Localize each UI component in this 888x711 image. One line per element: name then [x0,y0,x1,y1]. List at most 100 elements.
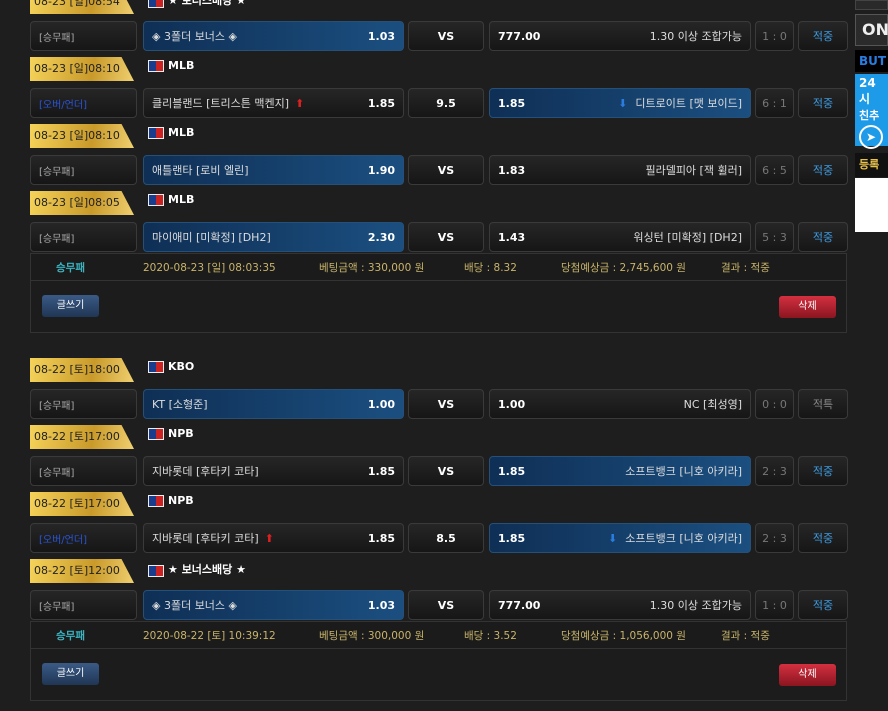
league-flag-icon [148,361,164,373]
home-odds: 1.85 [367,531,395,545]
side-banner[interactable]: BUT [855,50,888,72]
match-date: 08-23 [일]08:10 [30,57,134,81]
home-team-button[interactable]: 애틀랜타 [로비 엘린] 1.90 [143,155,404,185]
bet-type: [오버/언더] [30,88,137,118]
home-team-name: 애틀랜타 [로비 엘린] [152,162,249,178]
handicap-value[interactable]: VS [408,389,484,419]
result-badge: 적중 [798,88,848,118]
league-name: NPB [168,427,194,440]
delete-button[interactable]: 삭제 [779,296,836,318]
away-team-button[interactable]: 777.00 1.30 이상 조합가능 [489,590,751,620]
handicap-value[interactable]: VS [408,590,484,620]
league-name: MLB [168,126,195,139]
away-team-name: 필라델피아 [잭 휠러] [645,162,742,178]
side-logo[interactable]: ON [855,14,888,46]
home-team-button[interactable]: 지바롯데 [후타키 코타] 1.85 [143,456,404,486]
away-odds: 1.83 [498,163,526,177]
write-button[interactable]: 글쓰기 [42,663,99,685]
away-odds: 1.00 [498,397,526,411]
home-team-name: 지바롯데 [후타키 코타] ⬆ [152,530,274,546]
result-badge: 적중 [798,523,848,553]
result-badge: 적특 [798,389,848,419]
league-name: MLB [168,59,195,72]
bet-type: [승무패] [30,456,137,486]
home-odds: 2.30 [367,230,395,244]
summary-type: 승무패 [56,261,85,274]
match-score: 1 : 0 [755,590,794,620]
home-team-button[interactable]: KT [소형준] 1.00 [143,389,404,419]
away-team-button[interactable]: 1.85 ⬇ 디트로이트 [맷 보이드] [489,88,751,118]
handicap-value[interactable]: 8.5 [408,523,484,553]
away-odds: 1.85 [498,531,526,545]
away-team-name: 워싱턴 [미확정] [DH2] [633,229,742,245]
away-team-text: 소프트뱅크 [니호 아키라] [625,532,742,545]
home-team-name: 지바롯데 [후타키 코타] [152,463,259,479]
bet-type: [오버/언더] [30,523,137,553]
league-label: MLB [148,126,194,139]
home-odds: 1.90 [367,163,395,177]
home-team-name: KT [소형준] [152,396,208,412]
league-label: KBO [148,360,194,373]
away-team-text: 워싱턴 [미확정] [DH2] [633,231,742,244]
league-name: KBO [168,360,195,373]
bet-type: [승무패] [30,590,137,620]
away-team-button[interactable]: 777.00 1.30 이상 조합가능 [489,21,751,51]
away-team-button[interactable]: 1.43 워싱턴 [미확정] [DH2] [489,222,751,252]
away-team-button[interactable]: 1.00 NC [최성영] [489,389,751,419]
home-team-text: 지바롯데 [후타키 코타] [152,532,259,545]
home-team-text: 지바롯데 [후타키 코타] [152,465,259,478]
delete-button[interactable]: 삭제 [779,664,836,686]
home-team-name: ◈ 3폴더 보너스 ◈ [152,28,237,44]
handicap-value[interactable]: VS [408,456,484,486]
league-label: NPB [148,427,194,440]
promo-line2: 친추 [859,109,880,122]
handicap-value[interactable]: VS [408,155,484,185]
match-score: 2 : 3 [755,456,794,486]
league-flag-icon [148,565,164,577]
match-score: 6 : 1 [755,88,794,118]
summary-type: 승무패 [56,629,85,642]
summary-expected: 당첨예상금 : 2,745,600 원 [561,261,686,274]
home-team-button[interactable]: ◈ 3폴더 보너스 ◈ 1.03 [143,590,404,620]
handicap-value[interactable]: VS [408,21,484,51]
bet-summary: 승무패 2020-08-23 [일] 08:03:35 베팅금액 : 330,000… [30,253,847,281]
arrow-down-icon: ⬇ [618,97,628,110]
summary-amount: 베팅금액 : 330,000 원 [319,261,425,274]
action-row: 글쓰기 삭제 [30,649,847,701]
home-team-button[interactable]: 클리블랜드 [트리스튼 맥켄지] ⬆ 1.85 [143,88,404,118]
league-name: ★ 보너스배당 ★ [168,0,246,7]
home-odds: 1.85 [367,96,395,110]
match-score: 6 : 5 [755,155,794,185]
away-team-button[interactable]: 1.83 필라델피아 [잭 휠러] [489,155,751,185]
away-team-button[interactable]: 1.85 ⬇ 소프트뱅크 [니호 아키라] [489,523,751,553]
result-badge: 적중 [798,590,848,620]
arrow-up-icon: ⬆ [295,97,305,110]
telegram-banner[interactable]: 24시 친추 ➤ [855,74,888,149]
league-flag-icon [148,60,164,72]
away-team-button[interactable]: 1.85 소프트뱅크 [니호 아키라] [489,456,751,486]
away-odds: 777.00 [498,29,541,43]
league-flag-icon [148,127,164,139]
league-label: MLB [148,193,194,206]
away-team-name: 1.30 이상 조합가능 [650,28,742,44]
league-label: ★ 보너스배당 ★ [148,561,246,577]
side-top [855,0,888,10]
arrow-down-icon: ⬇ [608,532,618,545]
away-team-text: 디트로이트 [맷 보이드] [635,97,742,110]
home-team-button[interactable]: ◈ 3폴더 보너스 ◈ 1.03 [143,21,404,51]
away-team-text: NC [최성영] [683,398,742,411]
away-odds: 1.43 [498,230,526,244]
handicap-value[interactable]: VS [408,222,484,252]
away-team-text: 필라델피아 [잭 휠러] [645,164,742,177]
league-name: NPB [168,494,194,507]
home-team-button[interactable]: 마이애미 [미확정] [DH2] 2.30 [143,222,404,252]
league-flag-icon [148,428,164,440]
home-team-button[interactable]: 지바롯데 [후타키 코타] ⬆ 1.85 [143,523,404,553]
write-button[interactable]: 글쓰기 [42,295,99,317]
away-team-name: NC [최성영] [684,396,742,412]
away-team-text: 1.30 이상 조합가능 [649,599,742,612]
match-score: 1 : 0 [755,21,794,51]
away-team-name: ⬇ 디트로이트 [맷 보이드] [618,95,742,111]
bet-type: [승무패] [30,222,137,252]
handicap-value[interactable]: 9.5 [408,88,484,118]
